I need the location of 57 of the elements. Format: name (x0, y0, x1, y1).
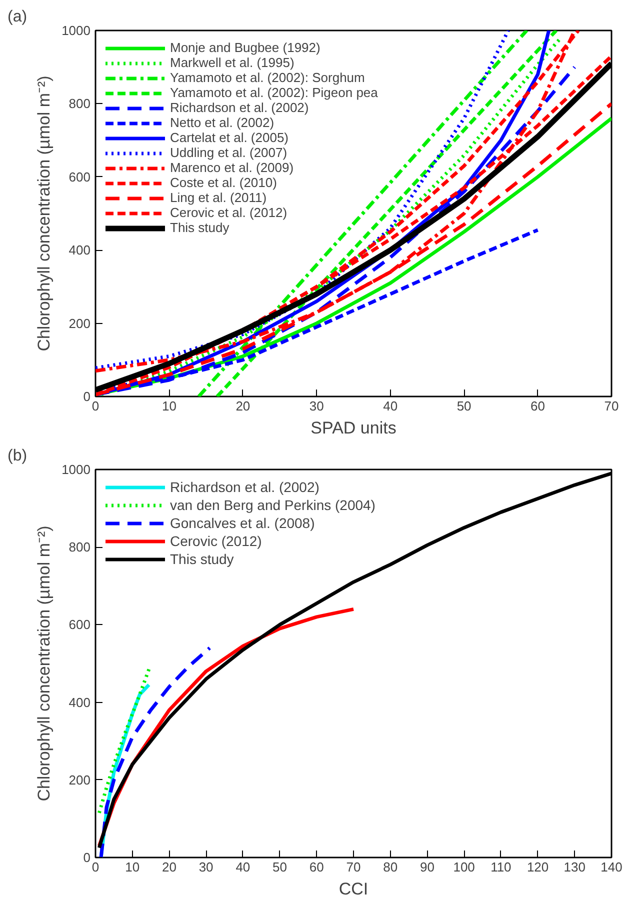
x-tick-label: 20 (236, 398, 250, 414)
legend-label: This study (170, 220, 230, 235)
legend-label: Monje and Bugbee (1992) (170, 40, 320, 55)
legend-label: Yamamoto et al. (2002): Sorghum (170, 70, 365, 85)
legend-label: Richardson et al. (2002) (170, 100, 309, 115)
x-tick-label: 130 (564, 860, 586, 874)
x-tick-label: 60 (530, 398, 546, 414)
x-axis-title: SPAD units (310, 418, 396, 438)
x-tick-label: 20 (162, 860, 176, 874)
legend-label: Coste et al. (2010) (170, 175, 277, 190)
x-tick-label: 40 (383, 398, 398, 414)
y-axis-title: Chlorophyll concentration (µmol m⁻²) (34, 76, 54, 352)
legend-label: This study (170, 551, 234, 567)
x-tick-label: 50 (272, 860, 288, 874)
y-tick-label: 0 (83, 850, 91, 865)
y-tick-label: 200 (68, 772, 91, 788)
x-tick-label: 70 (604, 398, 619, 414)
x-tick-label: 120 (526, 860, 549, 874)
y-tick-label: 600 (68, 169, 91, 184)
y-tick-label: 800 (68, 540, 91, 555)
legend-label: Cerovic et al. (2012) (170, 205, 288, 220)
y-axis-title: Chlorophyll concentration (µmol m⁻²) (34, 526, 54, 802)
legend-label: Ling et al. (2011) (170, 190, 267, 205)
y-tick-label: 400 (68, 694, 91, 710)
x-tick-label: 90 (420, 860, 434, 874)
y-tick-label: 0 (83, 389, 91, 404)
x-tick-label: 50 (456, 398, 472, 414)
x-tick-label: 70 (346, 860, 361, 874)
x-tick-label: 10 (162, 398, 176, 414)
text: (b) (8, 448, 28, 464)
legend-label: Goncalves et al. (2008) (170, 515, 315, 531)
x-tick-label: 30 (198, 860, 214, 874)
x-tick-label: 100 (453, 860, 475, 874)
y-tick-label: 400 (68, 242, 91, 258)
x-tick-label: 80 (383, 860, 398, 874)
legend-label: Yamamoto et al. (2002): Pigeon pea (170, 85, 378, 100)
legend-label: van den Berg and Perkins (2004) (170, 497, 376, 513)
legend-label: Uddling et al. (2007) (170, 145, 288, 160)
legend-label: Markwell et al. (1995) (170, 55, 294, 70)
legend-label: Netto et al. (2002) (170, 115, 274, 130)
x-tick-label: 60 (309, 860, 324, 874)
x-axis-title: CCI (338, 880, 368, 898)
y-tick-label: 800 (68, 96, 91, 112)
x-tick-label: 30 (309, 398, 324, 414)
text: (a) (8, 8, 28, 26)
y-tick-label: 200 (68, 316, 91, 331)
y-tick-label: 600 (68, 617, 91, 632)
x-tick-label: 110 (490, 860, 512, 874)
legend-label: Richardson et al. (2002) (170, 479, 320, 495)
legend-label: Marenco et al. (2009) (170, 160, 294, 175)
x-tick-label: 140 (600, 860, 622, 874)
y-tick-label: 1000 (62, 23, 90, 38)
x-tick-label: 10 (125, 860, 140, 874)
legend-label: Cartelat et al. (2005) (170, 130, 289, 145)
y-tick-label: 1000 (62, 462, 90, 477)
legend-label: Cerovic (2012) (170, 533, 262, 549)
x-tick-label: 40 (236, 860, 250, 874)
